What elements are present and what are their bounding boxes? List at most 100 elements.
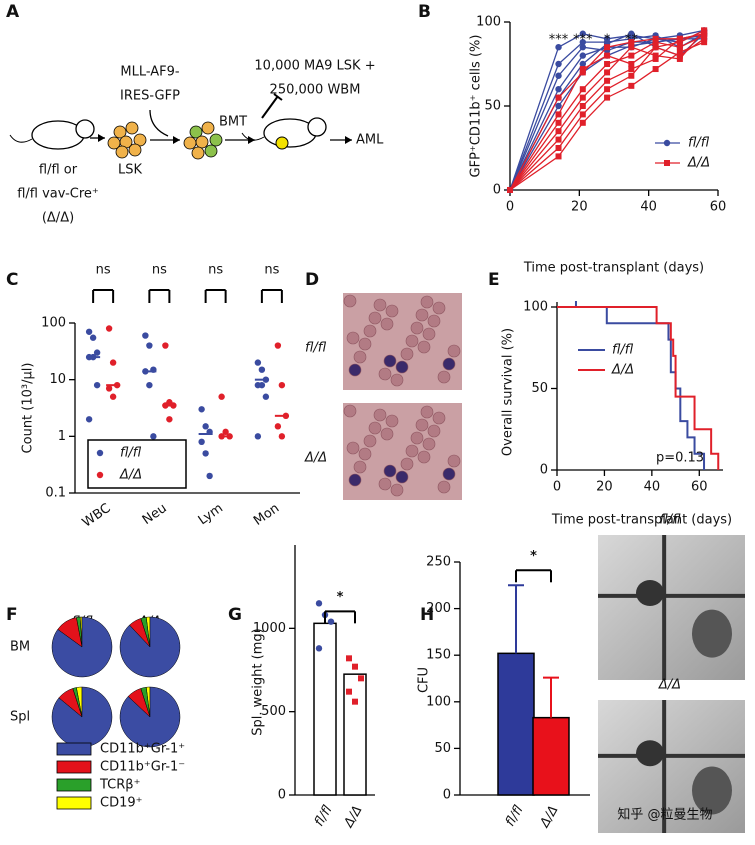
data-point [352,663,358,670]
legend-box [87,439,187,489]
y-tick-label: 50 [434,741,451,756]
data-point [579,94,586,101]
colony [692,766,732,815]
data-point [166,416,173,423]
smear-cell [378,367,392,381]
smear-cell [363,324,377,338]
x-tick-label: Δ/Δ [537,803,562,831]
data-point [579,66,586,73]
legend-label: Δ/Δ [611,363,634,378]
x-tick-label: 0 [553,480,561,495]
data-point [676,44,683,51]
colony [636,580,664,606]
significance-label: * [337,590,344,605]
smear-cell [383,464,397,478]
data-point [676,49,683,56]
schematic-text: fl/fl vav-Cre⁺ [17,187,99,202]
panel-letter: F [6,605,18,625]
smear-cell [395,360,409,374]
image-label: fl/fl [305,341,327,356]
y-tick-label: 0 [443,788,451,803]
mouse-icon [307,117,327,137]
arrow-head [98,134,105,142]
y-tick-label: 100 [426,694,451,709]
data-point [327,618,335,625]
data-point [555,145,562,151]
data-point [555,102,562,110]
smear-cell [390,373,404,387]
data-point [579,44,586,51]
panel-letter: E [488,270,500,290]
panel-letter: G [228,605,242,625]
y-tick-label: 50 [484,99,501,114]
data-point [346,688,352,695]
data-point [202,450,209,457]
data-point [555,119,562,126]
smear-cell [410,321,424,335]
x-tick-label: Lym [196,501,226,528]
data-point [198,438,205,446]
smear-cell [353,460,367,474]
arrow-head [345,136,352,144]
data-point [579,38,586,46]
data-point [701,35,708,42]
data-point [652,52,659,59]
cell-icon [189,125,203,139]
image-label: Δ/Δ [304,451,327,466]
series-line [509,38,705,191]
legend-label: CD11b⁺Gr-1⁺ [100,742,185,757]
data-point [628,52,635,59]
cell-icon [195,135,209,149]
legend-label: fl/fl [612,343,634,358]
colony [636,740,664,767]
cell-icon [201,121,215,135]
data-point [701,30,708,37]
data-point [579,30,586,37]
data-point [604,94,611,101]
x-tick-label: fl/fl [503,803,527,829]
cell-icon [209,133,223,147]
smear-cell [358,447,372,461]
data-point [652,55,659,62]
smear-cell [437,370,451,384]
smear-cell [432,411,446,425]
data-point [652,44,659,51]
data-point [579,52,586,59]
smear-cell [400,457,414,471]
data-point [628,44,635,51]
data-point [198,406,205,413]
y-tick-label: 500 [261,704,286,719]
data-point [85,328,93,335]
y-tick-label: 1000 [253,621,286,636]
data-point [96,449,104,457]
mouse-icon [75,119,95,139]
x-tick-label: Neu [140,501,170,528]
series-line [509,41,705,191]
data-point [258,381,266,389]
colony [692,609,732,658]
data-point [604,61,611,67]
schematic-text: 250,000 WBM [270,83,361,98]
smear-cell [373,298,387,312]
significance-label: ns [96,263,111,278]
legend-swatch [56,778,92,792]
data-point [701,27,708,34]
error-bar [508,584,524,654]
cell-icon [115,145,129,159]
data-point [262,393,270,400]
data-point [93,381,101,389]
schematic-text: BMT [219,115,247,130]
smear-cell [405,444,419,458]
data-point [676,35,683,42]
data-point [315,600,323,607]
data-point [346,655,352,662]
smear-cell [422,437,436,451]
panel-letter: C [6,270,18,290]
axis-label: Count (10³/μl) [21,363,36,454]
x-tick-label: Mon [251,501,282,529]
data-point [258,366,266,373]
schematic-text: LSK [118,163,142,178]
data-point [274,342,282,349]
data-point [555,86,562,93]
